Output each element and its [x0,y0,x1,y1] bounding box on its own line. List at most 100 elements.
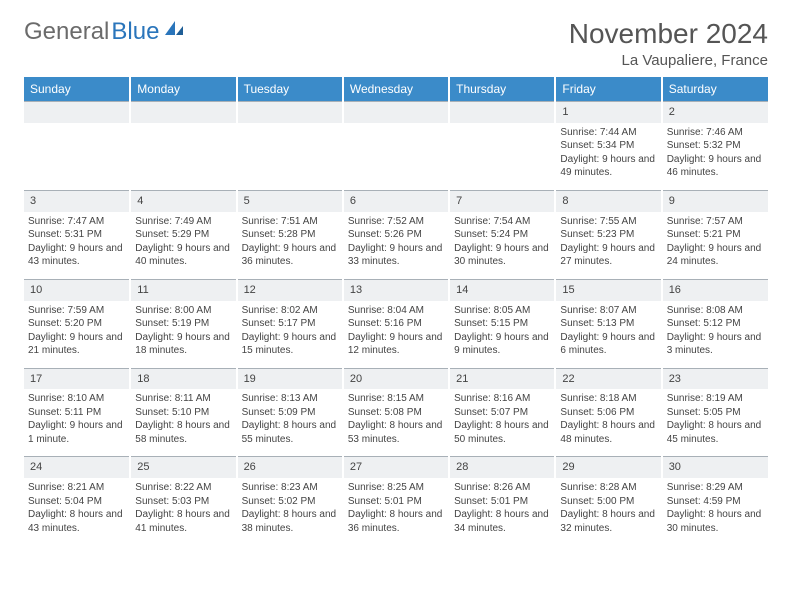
month-title: November 2024 [569,18,768,50]
sunset: Sunset: 5:24 PM [454,228,550,242]
daylight: Daylight: 8 hours and 38 minutes. [242,508,338,535]
sunrise: Sunrise: 8:21 AM [28,481,125,495]
sunrise: Sunrise: 7:52 AM [348,215,444,229]
day-number: 13 [343,279,449,300]
sunset: Sunset: 5:11 PM [28,406,125,420]
sunrise: Sunrise: 8:13 AM [242,392,338,406]
day-detail: Sunrise: 8:23 AMSunset: 5:02 PMDaylight:… [237,478,343,545]
sunrise: Sunrise: 8:23 AM [242,481,338,495]
day-number [343,102,449,123]
sunrise: Sunrise: 7:59 AM [28,304,125,318]
week-number-row: 3456789 [24,190,768,211]
day-header: Saturday [662,77,768,102]
day-number: 9 [662,190,768,211]
sunset: Sunset: 5:04 PM [28,495,125,509]
day-number: 5 [237,190,343,211]
daylight: Daylight: 8 hours and 48 minutes. [560,419,656,446]
daylight: Daylight: 9 hours and 27 minutes. [560,242,656,269]
day-detail: Sunrise: 8:29 AMSunset: 4:59 PMDaylight:… [662,478,768,545]
sunset: Sunset: 5:20 PM [28,317,125,331]
daylight: Daylight: 9 hours and 49 minutes. [560,153,656,180]
day-number: 23 [662,368,768,389]
sunrise: Sunrise: 7:47 AM [28,215,125,229]
day-detail: Sunrise: 8:26 AMSunset: 5:01 PMDaylight:… [449,478,555,545]
sunset: Sunset: 5:06 PM [560,406,656,420]
sunrise: Sunrise: 7:49 AM [135,215,231,229]
calendar-table: SundayMondayTuesdayWednesdayThursdayFrid… [24,77,768,545]
day-header: Sunday [24,77,130,102]
day-detail: Sunrise: 8:08 AMSunset: 5:12 PMDaylight:… [662,301,768,369]
day-number: 25 [130,457,236,478]
logo-sail-icon [163,16,185,44]
sunset: Sunset: 5:13 PM [560,317,656,331]
day-detail [343,123,449,191]
sunset: Sunset: 5:29 PM [135,228,231,242]
day-number: 16 [662,279,768,300]
day-detail: Sunrise: 8:21 AMSunset: 5:04 PMDaylight:… [24,478,130,545]
day-number: 10 [24,279,130,300]
day-number: 21 [449,368,555,389]
week-number-row: 17181920212223 [24,368,768,389]
day-detail: Sunrise: 8:10 AMSunset: 5:11 PMDaylight:… [24,389,130,457]
sunrise: Sunrise: 8:11 AM [135,392,231,406]
sunrise: Sunrise: 7:44 AM [560,126,656,140]
daylight: Daylight: 9 hours and 21 minutes. [28,331,125,358]
day-detail [130,123,236,191]
sunrise: Sunrise: 8:25 AM [348,481,444,495]
day-header-row: SundayMondayTuesdayWednesdayThursdayFrid… [24,77,768,102]
day-number [237,102,343,123]
week-number-row: 10111213141516 [24,279,768,300]
daylight: Daylight: 9 hours and 9 minutes. [454,331,550,358]
daylight: Daylight: 9 hours and 46 minutes. [667,153,764,180]
sunset: Sunset: 5:07 PM [454,406,550,420]
logo: GeneralBlue [24,18,185,46]
daylight: Daylight: 9 hours and 1 minute. [28,419,125,446]
day-number: 28 [449,457,555,478]
daylight: Daylight: 9 hours and 6 minutes. [560,331,656,358]
day-detail: Sunrise: 7:47 AMSunset: 5:31 PMDaylight:… [24,212,130,280]
sunrise: Sunrise: 8:05 AM [454,304,550,318]
daylight: Daylight: 9 hours and 24 minutes. [667,242,764,269]
sunset: Sunset: 5:00 PM [560,495,656,509]
day-detail: Sunrise: 7:54 AMSunset: 5:24 PMDaylight:… [449,212,555,280]
sunrise: Sunrise: 8:07 AM [560,304,656,318]
sunrise: Sunrise: 7:51 AM [242,215,338,229]
sunrise: Sunrise: 8:28 AM [560,481,656,495]
day-detail: Sunrise: 8:22 AMSunset: 5:03 PMDaylight:… [130,478,236,545]
week-detail-row: Sunrise: 8:21 AMSunset: 5:04 PM Daylight:… [24,478,768,545]
day-number: 17 [24,368,130,389]
logo-text-gray: General [24,18,109,46]
sunset: Sunset: 5:16 PM [348,317,444,331]
day-number: 27 [343,457,449,478]
day-detail: Sunrise: 7:51 AMSunset: 5:28 PMDaylight:… [237,212,343,280]
daylight: Daylight: 8 hours and 34 minutes. [454,508,550,535]
sunset: Sunset: 5:23 PM [560,228,656,242]
sunrise: Sunrise: 8:00 AM [135,304,231,318]
day-number: 14 [449,279,555,300]
day-number: 19 [237,368,343,389]
day-header: Wednesday [343,77,449,102]
day-detail: Sunrise: 8:11 AMSunset: 5:10 PMDaylight:… [130,389,236,457]
day-detail: Sunrise: 7:55 AMSunset: 5:23 PMDaylight:… [555,212,661,280]
sunset: Sunset: 5:03 PM [135,495,231,509]
day-header: Monday [130,77,236,102]
sunrise: Sunrise: 8:08 AM [667,304,764,318]
daylight: Daylight: 8 hours and 53 minutes. [348,419,444,446]
week-detail-row: Sunrise: 7:44 AMSunset: 5:34 PMDaylight:… [24,123,768,191]
sunset: Sunset: 5:12 PM [667,317,764,331]
sunset: Sunset: 5:01 PM [454,495,550,509]
sunset: Sunset: 5:01 PM [348,495,444,509]
daylight: Daylight: 8 hours and 41 minutes. [135,508,231,535]
calendar-head: SundayMondayTuesdayWednesdayThursdayFrid… [24,77,768,102]
day-number: 30 [662,457,768,478]
sunset: Sunset: 5:26 PM [348,228,444,242]
day-number: 1 [555,102,661,123]
sunset: Sunset: 5:10 PM [135,406,231,420]
sunset: Sunset: 5:15 PM [454,317,550,331]
day-detail: Sunrise: 8:18 AMSunset: 5:06 PMDaylight:… [555,389,661,457]
sunset: Sunset: 5:09 PM [242,406,338,420]
title-block: November 2024 La Vaupaliere, France [569,18,768,69]
day-detail: Sunrise: 7:59 AMSunset: 5:20 PMDaylight:… [24,301,130,369]
day-number: 6 [343,190,449,211]
daylight: Daylight: 8 hours and 36 minutes. [348,508,444,535]
